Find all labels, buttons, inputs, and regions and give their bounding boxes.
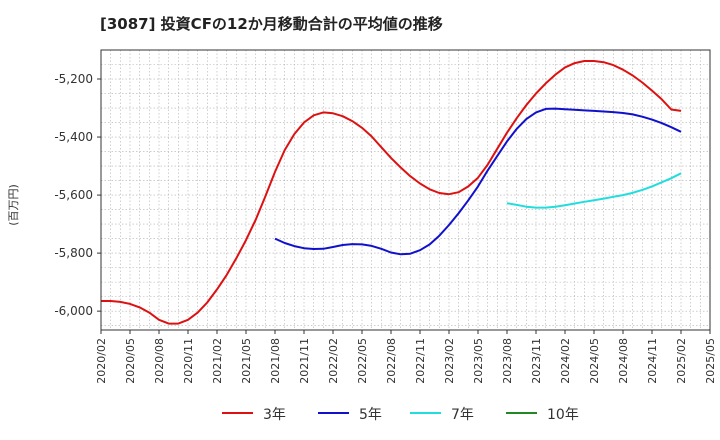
x-tick-label: 2022/11 (414, 338, 427, 384)
x-tick-label: 2022/02 (327, 338, 340, 384)
grid-lines (100, 49, 711, 330)
y-axis-ticks: -5,200 -5,400 -5,600 -5,800 -6,000 (54, 72, 101, 318)
x-tick-label: 2024/05 (588, 338, 601, 384)
x-tick-label: 2020/05 (124, 338, 137, 384)
x-tick-label: 2020/08 (153, 338, 166, 384)
series-line-3年 (101, 60, 682, 325)
x-tick-label: 2021/05 (240, 338, 253, 384)
series-lines (101, 60, 682, 325)
legend: 3年 5年 7年 10年 (222, 407, 579, 423)
x-tick-label: 2021/08 (269, 338, 282, 384)
y-tick-label: -5,800 (54, 246, 93, 260)
x-tick-label: 2022/05 (356, 338, 369, 384)
x-tick-label: 2024/02 (559, 338, 572, 384)
x-tick-label: 2024/08 (617, 338, 630, 384)
series-line-7年 (506, 172, 682, 209)
y-tick-label: -6,000 (54, 304, 93, 318)
x-tick-label: 2021/02 (211, 338, 224, 384)
legend-label-10年: 10年 (547, 407, 579, 423)
legend-label-3年: 3年 (263, 407, 286, 423)
x-tick-label: 2025/02 (675, 338, 688, 384)
x-tick-label: 2020/11 (182, 338, 195, 384)
plot-frame (100, 49, 711, 331)
series-line-5年 (274, 107, 682, 256)
y-tick-label: -5,600 (54, 188, 93, 202)
x-tick-label: 2023/11 (530, 338, 543, 384)
chart-title: [3087] 投資CFの12か月移動合計の平均値の推移 (100, 15, 443, 33)
legend-label-5年: 5年 (359, 407, 382, 423)
x-tick-label: 2023/08 (501, 338, 514, 384)
x-tick-label: 2022/08 (385, 338, 398, 384)
x-tick-label: 2020/02 (95, 338, 108, 384)
y-tick-label: -5,400 (54, 130, 93, 144)
y-tick-label: -5,200 (54, 72, 93, 86)
x-tick-label: 2025/05 (704, 338, 717, 384)
x-tick-label: 2024/11 (646, 338, 659, 384)
x-tick-label: 2023/02 (443, 338, 456, 384)
x-tick-label: 2023/05 (472, 338, 485, 384)
legend-label-7年: 7年 (451, 407, 474, 423)
x-tick-label: 2021/11 (298, 338, 311, 384)
y-axis-label: (百万円) (7, 184, 20, 226)
x-axis-ticks: 2020/02 2020/05 2020/08 2020/11 2021/02 2021/… (95, 330, 717, 384)
